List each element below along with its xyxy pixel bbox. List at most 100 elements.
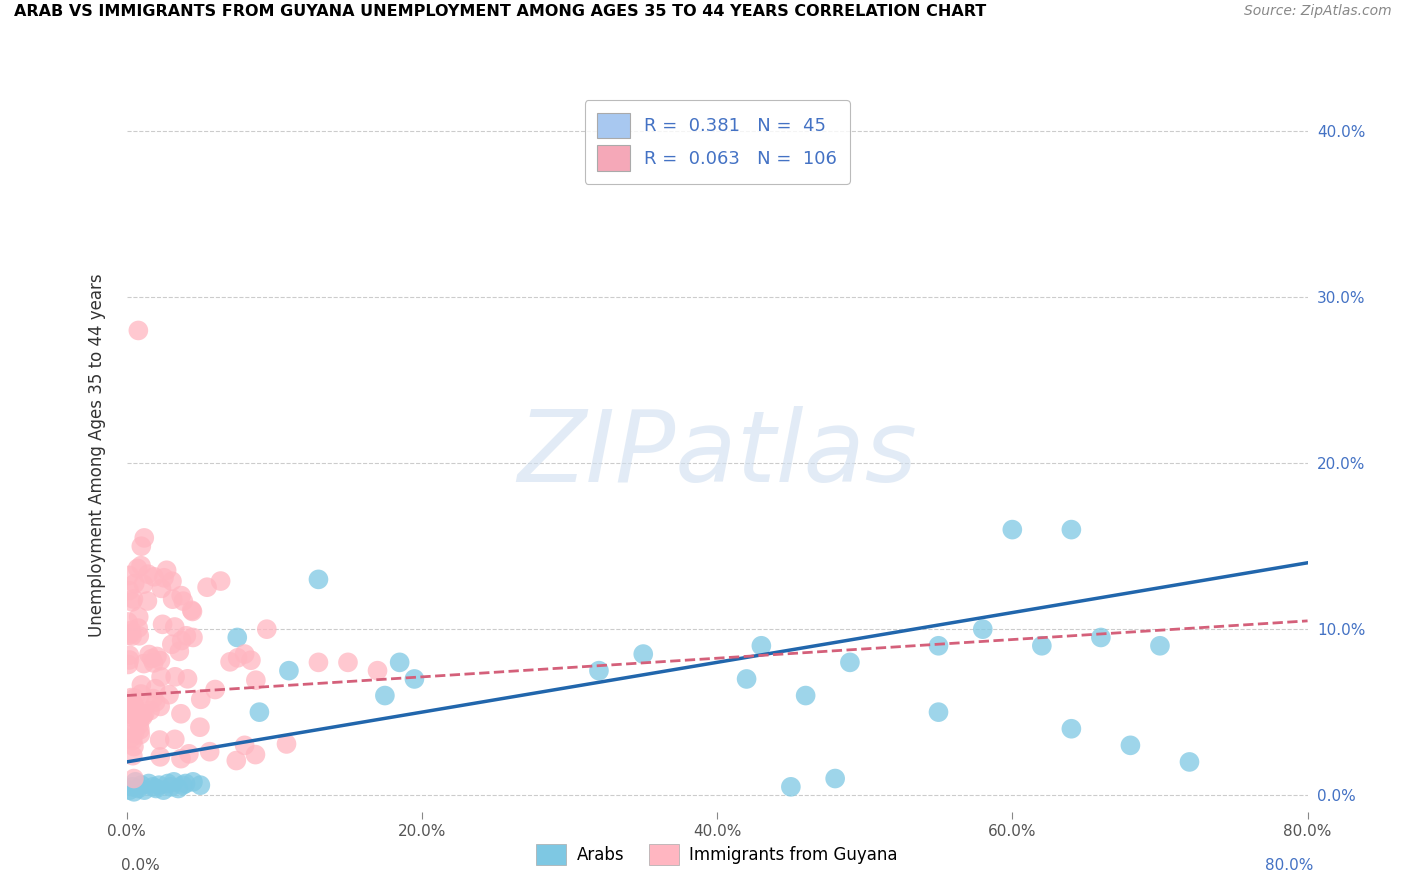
Point	[146, 649, 169, 664]
Point	[779, 780, 801, 794]
Point	[162, 592, 184, 607]
Point	[118, 568, 141, 582]
Point	[233, 647, 256, 661]
Point	[307, 656, 329, 670]
Point	[129, 778, 153, 792]
Point	[153, 571, 176, 585]
Point	[138, 776, 160, 790]
Point	[128, 629, 150, 643]
Point	[198, 745, 221, 759]
Point	[122, 772, 145, 786]
Point	[132, 707, 155, 722]
Point	[245, 673, 267, 688]
Point	[156, 776, 179, 790]
Point	[177, 747, 200, 761]
Point	[134, 706, 156, 721]
Point	[121, 780, 143, 794]
Point	[149, 654, 172, 668]
Point	[278, 664, 301, 678]
Point	[142, 780, 165, 794]
Point	[180, 603, 202, 617]
Point	[204, 682, 226, 697]
Point	[121, 595, 143, 609]
Point	[239, 653, 262, 667]
Legend: Arabs, Immigrants from Guyana: Arabs, Immigrants from Guyana	[530, 838, 904, 871]
Point	[233, 739, 256, 753]
Point	[1149, 639, 1171, 653]
Point	[972, 622, 994, 636]
Point	[117, 615, 139, 629]
Point	[145, 695, 167, 709]
Point	[1001, 523, 1024, 537]
Point	[118, 583, 141, 598]
Point	[132, 710, 155, 724]
Point	[307, 573, 329, 587]
Point	[124, 726, 146, 740]
Point	[138, 648, 160, 662]
Point	[751, 639, 773, 653]
Point	[176, 629, 198, 643]
Point	[174, 776, 197, 790]
Point	[132, 657, 155, 671]
Point	[120, 731, 142, 745]
Point	[245, 747, 267, 762]
Point	[225, 754, 247, 768]
Point	[160, 574, 183, 589]
Point	[735, 672, 758, 686]
Point	[163, 775, 186, 789]
Point	[404, 672, 426, 686]
Point	[169, 644, 191, 658]
Text: ARAB VS IMMIGRANTS FROM GUYANA UNEMPLOYMENT AMONG AGES 35 TO 44 YEARS CORRELATIO: ARAB VS IMMIGRANTS FROM GUYANA UNEMPLOYM…	[14, 4, 987, 20]
Point	[136, 594, 159, 608]
Point	[134, 531, 156, 545]
Point	[122, 785, 145, 799]
Point	[170, 751, 193, 765]
Point	[157, 688, 180, 702]
Point	[838, 656, 860, 670]
Point	[152, 617, 174, 632]
Point	[142, 656, 165, 670]
Point	[127, 621, 149, 635]
Point	[143, 570, 166, 584]
Point	[148, 778, 170, 792]
Point	[139, 704, 162, 718]
Point	[120, 626, 142, 640]
Point	[195, 580, 218, 594]
Point	[129, 558, 152, 573]
Point	[170, 633, 193, 648]
Point	[256, 622, 278, 636]
Point	[124, 691, 146, 706]
Text: 0.0%: 0.0%	[121, 858, 159, 873]
Point	[120, 690, 142, 705]
Point	[145, 681, 167, 696]
Point	[176, 672, 198, 686]
Point	[181, 605, 204, 619]
Point	[118, 628, 141, 642]
Point	[181, 775, 204, 789]
Point	[1119, 739, 1142, 753]
Point	[124, 709, 146, 723]
Point	[337, 656, 360, 670]
Point	[121, 733, 143, 747]
Point	[374, 689, 396, 703]
Point	[129, 711, 152, 725]
Point	[121, 748, 143, 763]
Point	[150, 670, 173, 684]
Point	[131, 678, 153, 692]
Point	[226, 650, 249, 665]
Point	[122, 592, 145, 607]
Point	[129, 705, 152, 719]
Point	[117, 657, 139, 672]
Point	[159, 780, 183, 794]
Point	[165, 670, 187, 684]
Point	[163, 732, 186, 747]
Point	[127, 323, 149, 337]
Text: ZIPatlas: ZIPatlas	[517, 407, 917, 503]
Point	[129, 539, 153, 553]
Point	[1090, 631, 1112, 645]
Point	[124, 775, 146, 789]
Point	[170, 589, 193, 603]
Point	[149, 699, 172, 714]
Point	[118, 648, 141, 663]
Point	[163, 620, 186, 634]
